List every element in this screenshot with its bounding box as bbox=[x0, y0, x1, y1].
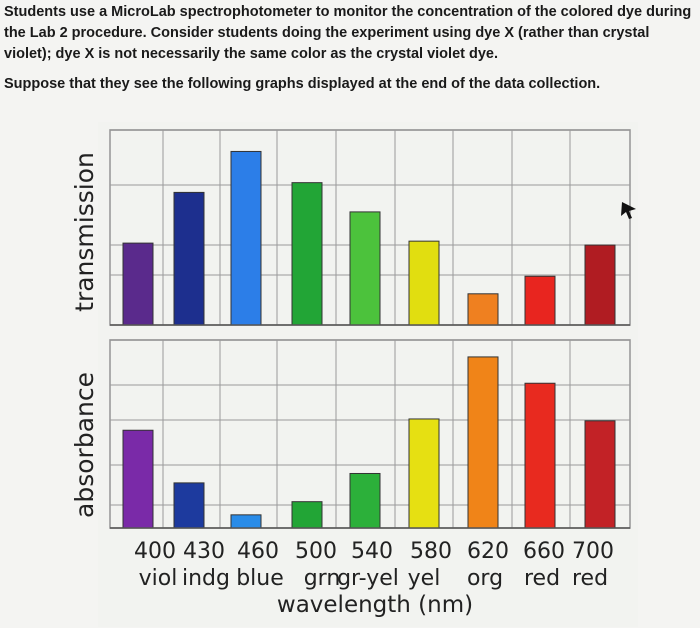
x-color-name: indg bbox=[182, 566, 230, 591]
x-color-name: viol bbox=[139, 566, 178, 591]
transmission-bar-700 bbox=[584, 244, 616, 326]
x-color-name: blue bbox=[236, 566, 284, 591]
x-tick-label: 430 bbox=[183, 539, 225, 564]
x-tick-label: 700 bbox=[572, 539, 614, 564]
absorbance-bar-540 bbox=[349, 472, 381, 529]
wavelength-axis-label: wavelength (nm) bbox=[277, 592, 473, 618]
absorbance-bar-430 bbox=[173, 482, 205, 529]
transmission-bar-620 bbox=[467, 293, 499, 326]
x-color-name: grn bbox=[304, 566, 341, 591]
transmission-bar-460 bbox=[230, 150, 262, 326]
intro-paragraph: Students use a MicroLab spectrophotomete… bbox=[4, 4, 692, 62]
x-tick-labels: 400 430 460 500 540 580 620 660 700 bbox=[134, 539, 614, 564]
x-color-name: yel bbox=[408, 566, 441, 591]
transmission-chart bbox=[109, 129, 631, 326]
x-tick-label: 460 bbox=[237, 539, 279, 564]
absorbance-bar-460 bbox=[230, 514, 262, 529]
x-tick-label: 620 bbox=[467, 539, 509, 564]
absorbance-bar-500 bbox=[291, 501, 323, 529]
transmission-bar-660 bbox=[524, 275, 556, 326]
question-text-block: Students use a MicroLab spectrophotomete… bbox=[4, 2, 696, 95]
transmission-bar-580 bbox=[408, 240, 440, 326]
absorbance-chart bbox=[109, 339, 631, 529]
x-tick-label: 540 bbox=[351, 539, 393, 564]
x-tick-label: 500 bbox=[295, 539, 337, 564]
x-tick-label: 580 bbox=[410, 539, 452, 564]
absorbance-bar-660 bbox=[524, 382, 556, 529]
transmission-axis-label: transmission bbox=[70, 152, 99, 312]
x-color-name: org bbox=[467, 566, 503, 591]
transmission-bar-400 bbox=[122, 242, 154, 326]
absorbance-bar-620 bbox=[467, 356, 499, 529]
absorbance-bar-580 bbox=[408, 418, 440, 529]
transmission-bar-500 bbox=[291, 182, 323, 326]
x-color-name: red bbox=[572, 566, 608, 591]
absorbance-bar-700 bbox=[584, 420, 616, 529]
question-paragraph: Suppose that they see the following grap… bbox=[4, 76, 601, 92]
absorbance-bar-400 bbox=[122, 429, 154, 529]
x-tick-label: 400 bbox=[134, 539, 176, 564]
mouse-cursor-icon bbox=[621, 202, 636, 219]
x-tick-label: 660 bbox=[523, 539, 565, 564]
absorbance-axis-label: absorbance bbox=[70, 372, 99, 518]
x-color-name: gr-yel bbox=[337, 566, 399, 591]
transmission-bar-540 bbox=[349, 211, 381, 326]
transmission-bar-430 bbox=[173, 191, 205, 326]
x-color-name: red bbox=[524, 566, 560, 591]
